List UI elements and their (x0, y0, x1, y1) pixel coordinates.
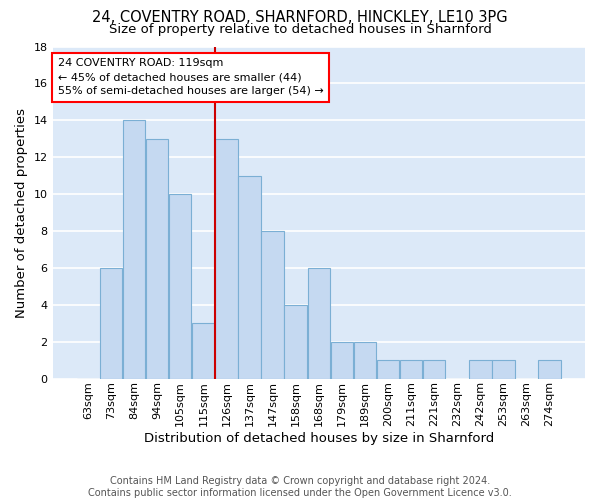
Y-axis label: Number of detached properties: Number of detached properties (15, 108, 28, 318)
Bar (100, 268, 122, 378)
Bar (354, 342, 376, 378)
Bar (169, 194, 191, 378)
Bar (538, 360, 561, 378)
Bar (469, 360, 491, 378)
Bar (262, 231, 284, 378)
Bar (192, 323, 215, 378)
Bar (400, 360, 422, 378)
Text: 24, COVENTRY ROAD, SHARNFORD, HINCKLEY, LE10 3PG: 24, COVENTRY ROAD, SHARNFORD, HINCKLEY, … (92, 10, 508, 25)
Bar (331, 342, 353, 378)
Bar (284, 305, 307, 378)
X-axis label: Distribution of detached houses by size in Sharnford: Distribution of detached houses by size … (143, 432, 494, 445)
Text: Contains HM Land Registry data © Crown copyright and database right 2024.
Contai: Contains HM Land Registry data © Crown c… (88, 476, 512, 498)
Bar (238, 176, 261, 378)
Bar (377, 360, 399, 378)
Bar (146, 138, 169, 378)
Bar (308, 268, 330, 378)
Text: Size of property relative to detached houses in Sharnford: Size of property relative to detached ho… (109, 22, 491, 36)
Bar (123, 120, 145, 378)
Bar (215, 138, 238, 378)
Bar (492, 360, 515, 378)
Bar (423, 360, 445, 378)
Text: 24 COVENTRY ROAD: 119sqm
← 45% of detached houses are smaller (44)
55% of semi-d: 24 COVENTRY ROAD: 119sqm ← 45% of detach… (58, 58, 323, 96)
